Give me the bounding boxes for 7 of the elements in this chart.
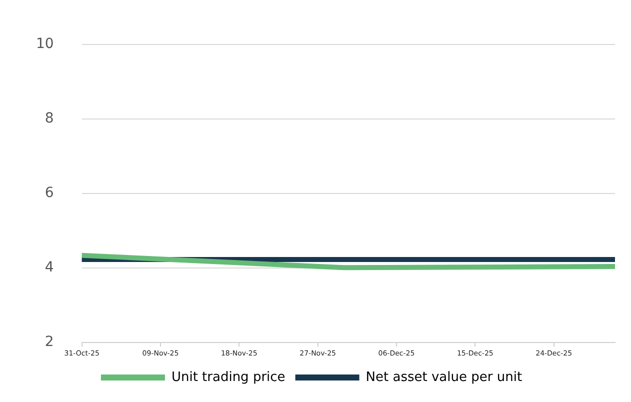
- y-tick-label: 10: [36, 36, 54, 52]
- legend-label: Net asset value per unit: [366, 370, 522, 385]
- y-tick-label: 4: [44, 260, 54, 276]
- y-tick-label: 6: [44, 185, 54, 202]
- y-tick-label: 2: [44, 334, 54, 350]
- y-tick-label: 8: [44, 110, 54, 127]
- legend-label: Unit trading price: [171, 370, 286, 385]
